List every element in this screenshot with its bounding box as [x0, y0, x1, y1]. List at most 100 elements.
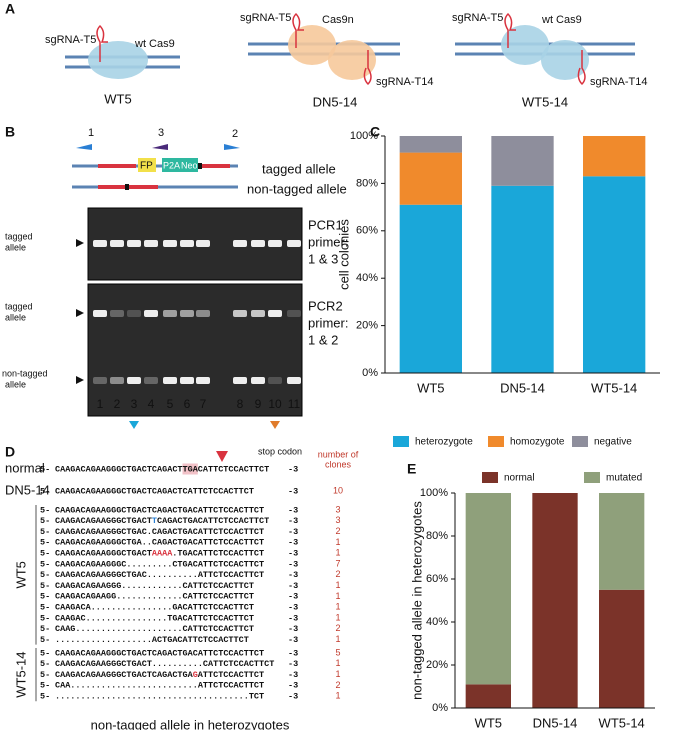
label: PCR1 [308, 217, 343, 232]
lane-label: 3 [131, 397, 138, 411]
sequence: CAAGACAGAAGGGCTGACTCAGACTGACATTCTCCACTTC… [55, 505, 264, 515]
label: non-tagged [2, 368, 48, 378]
label: stop codon [258, 446, 302, 456]
prefix: 5- [40, 581, 50, 591]
clone-count: 1 [335, 658, 340, 668]
band [251, 377, 265, 384]
caption: non-tagged allele in heterozygotes [91, 717, 290, 730]
band [233, 310, 247, 317]
y-tick-label: 0% [362, 367, 378, 379]
arm [200, 164, 230, 168]
label: sgRNA-T14 [376, 76, 433, 88]
band [196, 310, 210, 317]
suffix: -3 [288, 570, 298, 580]
band [268, 310, 282, 317]
panel-label: C [370, 124, 380, 140]
bar-segment [599, 589, 645, 708]
lanes: 1 2 3 4 5 6 7 8 9 10 11 [93, 240, 301, 429]
suffix: -3 [288, 538, 298, 548]
x-tick-label: DN5-14 [533, 715, 578, 730]
legend-label: negative [594, 437, 632, 448]
bar-segment [532, 493, 578, 708]
marker [198, 163, 202, 169]
sgrna [292, 12, 304, 48]
suffix: -3 [288, 581, 298, 591]
primer-arrow [152, 144, 168, 150]
suffix: -3 [288, 592, 298, 602]
sequence: CAAG.....................CATTCTCCACTTCT [55, 624, 254, 634]
band [233, 240, 247, 247]
label: DN5-14 [313, 94, 358, 109]
bar-segment [399, 204, 462, 373]
x-tick-label: WT5 [417, 380, 444, 395]
clone-count: 1 [335, 612, 340, 622]
gel [87, 283, 303, 417]
prefix: 5- [40, 505, 50, 515]
bar-segment [399, 152, 462, 205]
suffix: -3 [288, 648, 298, 658]
legend-label: normal [504, 473, 535, 484]
legend-swatch [572, 436, 588, 447]
clone-count: 1 [335, 602, 340, 612]
primer-arrow [76, 144, 92, 150]
y-tick-label: 100% [350, 130, 378, 142]
cas9n [328, 40, 376, 80]
sequence: TGA [183, 464, 199, 474]
label: wt Cas9 [134, 38, 175, 50]
y-tick-label: 60% [356, 225, 378, 237]
label: sgRNA-T5 [452, 12, 503, 24]
row-label: DN5-14 [5, 482, 50, 497]
clone-count: 10 [333, 485, 343, 495]
sequence: AAAA [152, 548, 173, 558]
label: primer: [308, 315, 348, 330]
sequence: CAAGACA................GACATTCTCCACTTCT [55, 602, 254, 612]
bar-segment [491, 136, 554, 186]
sequence: ......................................TC… [55, 691, 264, 701]
clone-count: 3 [335, 515, 340, 525]
band [180, 310, 194, 317]
bar-segment [491, 185, 554, 373]
x-tick-label: WT5-14 [599, 715, 645, 730]
band [110, 240, 124, 247]
sequence: CAAGACAGAAGGGC.........CTGACATTCTCCACTTC… [55, 559, 264, 569]
lane-pointer [270, 421, 280, 429]
suffix: -3 [288, 602, 298, 612]
sequence: T [152, 516, 157, 526]
band [110, 377, 124, 384]
band [93, 240, 107, 247]
x-tick-label: DN5-14 [500, 380, 545, 395]
suffix: -3 [288, 505, 298, 515]
prefix: 5- [40, 624, 50, 634]
clone-count: 1 [335, 691, 340, 701]
fp-box [138, 158, 156, 172]
band [127, 377, 141, 384]
y-tick-label: 40% [426, 616, 448, 628]
y-tick-label: 100% [420, 487, 448, 499]
label: WT5-14 [522, 94, 568, 109]
label: wt Cas9 [541, 14, 582, 26]
diagram-dn5-14: sgRNA-T5 Cas9n sgRNA-T14 DN5-14 [240, 12, 433, 110]
y-tick-label: 0% [432, 702, 448, 714]
cas9 [541, 40, 589, 80]
sgrna [504, 12, 516, 48]
band [93, 377, 107, 384]
y-tick-label: 80% [426, 530, 448, 542]
prefix: 5- [40, 592, 50, 602]
band [268, 377, 282, 384]
prefix: 5- [40, 648, 50, 658]
primer: 3 [158, 127, 164, 139]
legend-swatch [488, 436, 504, 447]
diagram-wt5-14: sgRNA-T5 wt Cas9 sgRNA-T14 WT5-14 [452, 12, 647, 110]
label: WT5 [104, 91, 131, 106]
neo-box [162, 158, 198, 172]
suffix: -3 [288, 464, 298, 474]
sequence: CAAGACAGAAGGGCTGACT..........CATTCTCCACT… [55, 659, 274, 669]
band [196, 377, 210, 384]
legend-swatch [393, 436, 409, 447]
prefix: 5- [40, 486, 50, 496]
clone-count: 2 [335, 569, 340, 579]
panel-label: B [5, 124, 15, 140]
legend-swatch [584, 472, 600, 483]
suffix: -3 [288, 635, 298, 645]
